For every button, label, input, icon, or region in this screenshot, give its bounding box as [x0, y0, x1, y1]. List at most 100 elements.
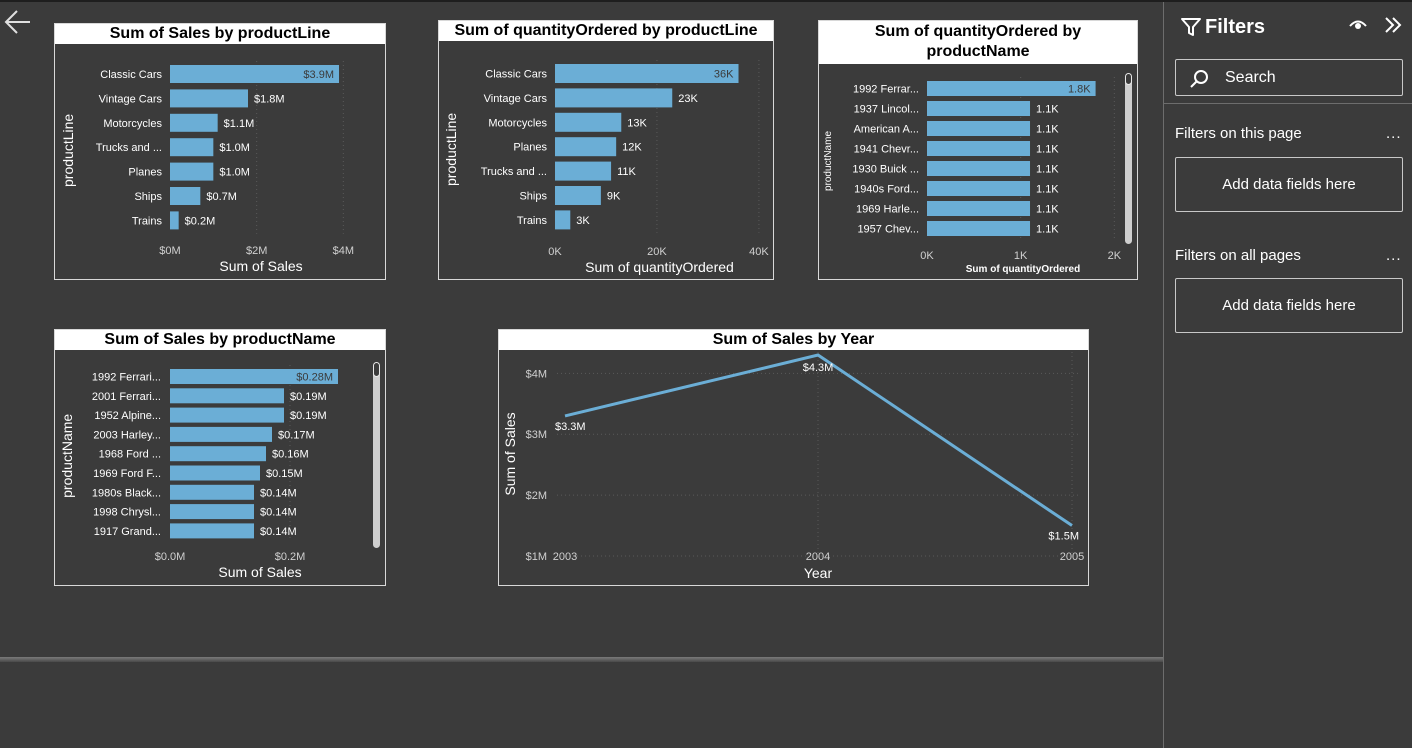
y-axis-title: productName	[823, 131, 834, 191]
data-label: $0.14M	[260, 487, 297, 499]
all-pages-more-options[interactable]: ...	[1386, 247, 1402, 264]
data-label: $0.17M	[278, 429, 315, 441]
bar	[170, 484, 254, 500]
bar	[555, 64, 739, 83]
bar	[170, 369, 338, 384]
category-label: 1968 Ford ...	[99, 449, 161, 461]
chart-plot: $0M $2M $4M Classic Cars $3.9M Vintage Cars $1…	[60, 61, 354, 274]
data-label: $3.3M	[555, 421, 586, 433]
filters-search-input[interactable]: Search	[1175, 59, 1403, 96]
bar	[927, 101, 1031, 116]
bar	[927, 181, 1031, 196]
category-label: 1940s Ford...	[854, 184, 919, 196]
category-label: 1980s Black...	[92, 487, 161, 499]
bar	[170, 407, 284, 423]
category-label: 1992 Ferrari...	[92, 372, 161, 384]
category-label: 1917 Grand...	[94, 526, 161, 538]
canvas-footer-divider	[0, 657, 1163, 662]
back-arrow-icon[interactable]	[2, 6, 34, 38]
data-label: $0.15M	[266, 468, 303, 480]
chart-scrollbar-thumb[interactable]	[1125, 73, 1132, 85]
bar	[927, 161, 1031, 176]
sales-by-year-chart[interactable]: Sum of Sales by Year $1M $2M $3M $4M 2003 200…	[498, 329, 1089, 586]
bar	[555, 210, 571, 230]
category-label: 1957 Chev...	[857, 224, 919, 236]
collapse-pane-icon[interactable]	[1383, 15, 1403, 35]
quantity-by-productline-chart[interactable]: Sum of quantityOrdered by productLine 0K…	[438, 20, 774, 280]
filters-title: Filters	[1205, 16, 1266, 38]
chart-scrollbar-thumb[interactable]	[373, 362, 380, 377]
chart-scrollbar[interactable]	[373, 365, 380, 548]
this-page-more-options[interactable]: ...	[1386, 125, 1402, 142]
x-axis-title: Sum of quantityOrdered	[966, 264, 1080, 275]
x-tick-label: 2005	[1060, 551, 1084, 563]
chart-title: Sum of Sales by productName	[55, 330, 385, 350]
report-canvas: Sum of Sales by productLine $0M $2M $4M Cla…	[0, 6, 1163, 662]
bar	[170, 523, 254, 539]
data-label: $0.28M	[296, 372, 333, 384]
category-label: 1969 Harle...	[856, 204, 919, 216]
bar	[927, 221, 1031, 236]
eye-icon[interactable]	[1349, 18, 1367, 32]
category-label: 1937 Lincol...	[854, 104, 919, 116]
y-axis-title: productLine	[60, 114, 76, 187]
x-tick-label: $0M	[159, 245, 180, 257]
bar	[555, 137, 617, 157]
data-label: 9K	[607, 191, 621, 203]
filters-on-all-pages-label: Filters on all pages	[1175, 247, 1301, 264]
data-label: 11K	[617, 166, 636, 178]
bar	[170, 446, 266, 462]
category-label: Planes	[513, 142, 547, 154]
category-label: 1992 Ferrar...	[853, 84, 919, 96]
quantity-by-productname-chart[interactable]: Sum of quantityOrdered by productName 0K…	[818, 20, 1138, 280]
x-axis-title: Sum of Sales	[218, 564, 301, 580]
y-tick-label: $2M	[526, 490, 547, 502]
bar	[170, 65, 339, 83]
all-pages-add-data-fields[interactable]: Add data fields here	[1175, 278, 1403, 333]
y-axis-title: productName	[59, 414, 75, 498]
data-label: 12K	[622, 142, 642, 154]
bar	[170, 504, 254, 520]
y-tick-label: $1M	[526, 551, 547, 563]
search-placeholder: Search	[1225, 69, 1276, 86]
data-label: 36K	[714, 69, 734, 81]
bar	[170, 187, 201, 205]
filter-icon	[1181, 18, 1201, 36]
data-label: $0.14M	[260, 526, 297, 538]
data-label: 13K	[627, 117, 647, 129]
bar	[927, 201, 1031, 216]
data-label: $0.16M	[272, 449, 309, 461]
data-label: $0.14M	[260, 507, 297, 519]
top-border	[0, 0, 1412, 2]
category-label: Vintage Cars	[484, 93, 548, 105]
chart-plot: $0.0M $0.2M 1992 Ferrari... $0.28M 2001 Ferr…	[59, 365, 338, 580]
chart-plot: $1M $2M $3M $4M 2003 2004 2005 $3.3M $4.3M $1.5M Y…	[502, 352, 1084, 581]
search-icon	[1190, 70, 1208, 88]
data-label: $1.5M	[1048, 531, 1079, 543]
category-label: Ships	[134, 191, 162, 203]
bar	[927, 141, 1031, 156]
data-label: 23K	[678, 93, 698, 105]
sales-by-productname-chart[interactable]: Sum of Sales by productName $0.0M $0.2M 19…	[54, 329, 386, 586]
this-page-add-data-fields[interactable]: Add data fields here	[1175, 157, 1403, 212]
data-label: $0.19M	[290, 391, 327, 403]
y-axis-title: Sum of Sales	[502, 412, 518, 495]
data-label: 1.1K	[1036, 184, 1059, 196]
category-label: Trucks and ...	[96, 142, 162, 154]
bar	[555, 161, 612, 181]
category-label: 1952 Alpine...	[94, 410, 161, 422]
bar	[555, 112, 622, 132]
bar	[170, 388, 284, 404]
bar	[170, 465, 260, 481]
category-label: 1998 Chrysl...	[93, 507, 161, 519]
x-tick-label: 0K	[920, 250, 934, 262]
x-axis-title: Sum of Sales	[219, 258, 302, 274]
data-label: $1.0M	[219, 167, 250, 179]
bar	[927, 121, 1031, 136]
chart-plot: 0K 20K 40K Classic Cars 36K Vintage Cars 23K Mo…	[443, 60, 769, 275]
category-label: 2001 Ferrari...	[92, 391, 161, 403]
chart-title: Sum of quantityOrdered by productName	[819, 21, 1137, 64]
x-tick-label: $0.2M	[275, 551, 306, 563]
sales-by-productline-chart[interactable]: Sum of Sales by productLine $0M $2M $4M Cla…	[54, 23, 386, 280]
chart-scrollbar[interactable]	[1125, 76, 1132, 244]
